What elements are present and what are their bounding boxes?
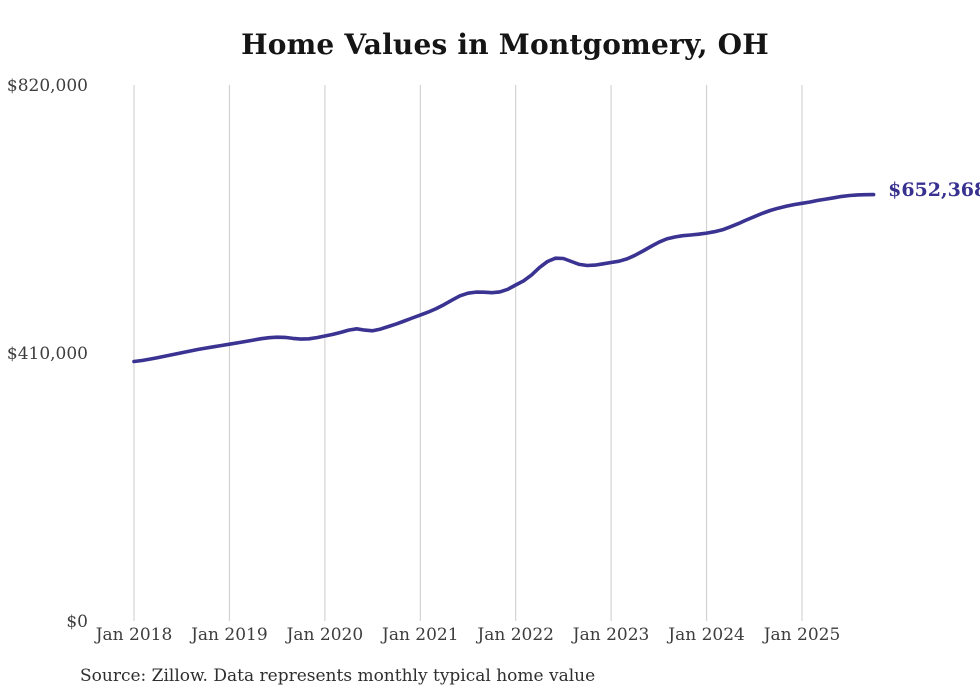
home-value-line: [132, 192, 876, 364]
chart-end-value-label: $652,368: [888, 179, 980, 201]
chart-title: Home Values in Montgomery, OH: [241, 28, 769, 61]
x-axis-labels: Jan 2018 Jan 2019 Jan 2020 Jan 2021 Jan 2022…: [94, 625, 841, 645]
x-axis-tick-label: Jan 2023: [571, 625, 650, 645]
gridlines-group: [133, 85, 803, 621]
y-axis-labels: $0 $410,000 $820,000: [7, 76, 88, 632]
y-axis-tick-label: $0: [66, 612, 88, 632]
y-axis-tick-label: $820,000: [7, 76, 88, 96]
source-note: Source: Zillow. Data represents monthly …: [80, 666, 596, 686]
price-line-group: [132, 192, 876, 364]
x-axis-tick-label: Jan 2019: [189, 625, 268, 645]
x-axis-tick-label: Jan 2024: [666, 625, 745, 645]
x-axis-tick-label: Jan 2021: [380, 625, 459, 645]
x-axis-tick-label: Jan 2025: [762, 625, 841, 645]
x-axis-tick-label: Jan 2020: [285, 625, 364, 645]
x-axis-tick-label: Jan 2018: [94, 625, 173, 645]
y-axis-tick-label: $410,000: [7, 344, 88, 364]
x-axis-tick-label: Jan 2022: [475, 625, 554, 645]
